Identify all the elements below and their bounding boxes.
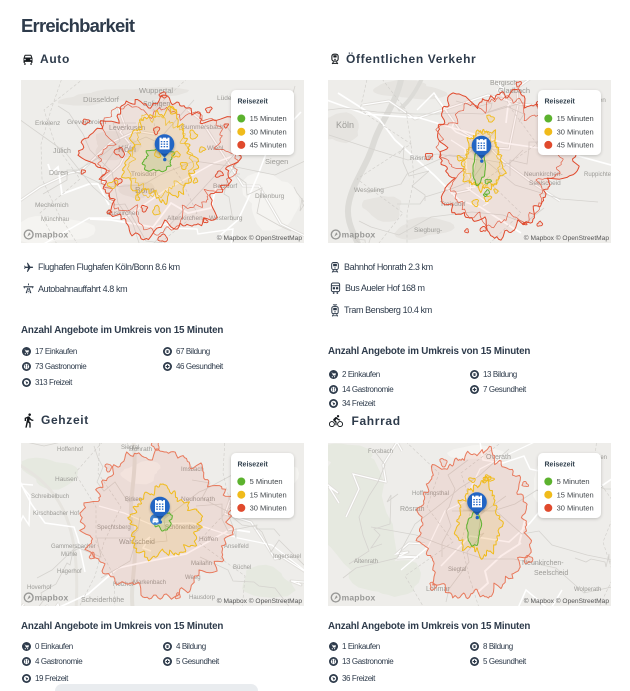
svg-text:5 Minuten: 5 Minuten xyxy=(250,477,283,486)
svg-text:Gammersbacher: Gammersbacher xyxy=(51,544,96,550)
svg-text:Anselfeld: Anselfeld xyxy=(224,544,249,550)
svg-text:Westerburg: Westerburg xyxy=(209,215,243,222)
svg-text:Düren: Düren xyxy=(49,170,68,177)
svg-text:Altenkirchen: Altenkirchen xyxy=(167,215,203,222)
svg-text:Kirschbacher Hof: Kirschbacher Hof xyxy=(33,511,79,517)
svg-text:© Mapbox © OpenStreetMap: © Mapbox © OpenStreetMap xyxy=(217,597,303,605)
svg-text:Seelscheid: Seelscheid xyxy=(534,570,568,577)
svg-text:5 Minuten: 5 Minuten xyxy=(557,477,590,486)
svg-text:Reisezeit: Reisezeit xyxy=(545,461,576,468)
svg-text:Erkelenz: Erkelenz xyxy=(35,120,60,127)
svg-text:Reisezeit: Reisezeit xyxy=(238,98,269,105)
svg-text:Köln: Köln xyxy=(118,144,136,154)
svg-text:Gladbach: Gladbach xyxy=(498,86,530,95)
svg-text:Holzhof: Holzhof xyxy=(113,582,134,588)
svg-text:Solingen: Solingen xyxy=(143,101,170,108)
svg-text:30 Minuten: 30 Minuten xyxy=(250,127,287,136)
svg-text:Troisdorf: Troisdorf xyxy=(131,171,157,178)
svg-text:Wolperath: Wolperath xyxy=(574,587,601,593)
svg-text:Spechtsberg: Spechtsberg xyxy=(97,525,131,531)
svg-text:Rösrath: Rösrath xyxy=(410,155,433,162)
svg-text:Büchel: Büchel xyxy=(233,565,251,571)
svg-text:Schreibelbuch: Schreibelbuch xyxy=(31,494,69,500)
svg-text:Neunkirchen-: Neunkirchen- xyxy=(522,560,564,567)
svg-text:Siegen: Siegen xyxy=(265,157,288,166)
svg-text:Bergisch: Bergisch xyxy=(490,80,517,87)
svg-text:Leverkusen: Leverkusen xyxy=(109,125,145,132)
svg-text:30 Minuten: 30 Minuten xyxy=(557,127,594,136)
svg-text:Mühle: Mühle xyxy=(61,552,78,558)
svg-text:Neunkirchen-: Neunkirchen- xyxy=(524,171,563,178)
svg-text:30 Minuten: 30 Minuten xyxy=(557,504,594,513)
svg-text:Honrath: Honrath xyxy=(129,446,153,453)
svg-text:Höffen: Höffen xyxy=(199,536,218,543)
svg-text:mapbox: mapbox xyxy=(35,593,69,603)
svg-text:15 Minuten: 15 Minuten xyxy=(557,490,594,499)
svg-text:Birken: Birken xyxy=(125,497,142,503)
svg-text:Forsbach: Forsbach xyxy=(368,449,393,455)
svg-text:Grevenbroich: Grevenbroich xyxy=(67,119,106,126)
svg-text:Hausen: Hausen xyxy=(55,476,78,483)
svg-text:Wiehl: Wiehl xyxy=(207,145,224,152)
svg-text:Scheiderhöhe: Scheiderhöhe xyxy=(81,597,124,604)
svg-text:Gummersbach: Gummersbach xyxy=(181,124,224,131)
svg-text:Jülich: Jülich xyxy=(53,148,71,155)
svg-text:Hagerhof: Hagerhof xyxy=(57,569,82,575)
svg-text:Siegburg-: Siegburg- xyxy=(414,227,442,234)
svg-text:© Mapbox © OpenStreetMap: © Mapbox © OpenStreetMap xyxy=(217,234,303,242)
svg-text:15 Minuten: 15 Minuten xyxy=(557,114,594,123)
svg-text:30 Minuten: 30 Minuten xyxy=(250,504,287,513)
svg-text:Ruppichteroth: Ruppichteroth xyxy=(584,172,611,178)
svg-text:Köln: Köln xyxy=(336,120,354,130)
svg-text:Siegtal: Siegtal xyxy=(121,445,139,451)
svg-text:Reisezeit: Reisezeit xyxy=(238,461,269,468)
svg-text:Euskirchen: Euskirchen xyxy=(107,210,140,217)
svg-text:© Mapbox © OpenStreetMap: © Mapbox © OpenStreetMap xyxy=(524,234,610,242)
svg-text:Altenrath: Altenrath xyxy=(354,559,378,565)
svg-text:Hoffnungsthal: Hoffnungsthal xyxy=(412,491,449,497)
svg-text:Wahlscheid: Wahlscheid xyxy=(119,539,155,546)
svg-text:Hoffenhof: Hoffenhof xyxy=(57,447,83,453)
svg-text:© Mapbox © OpenStreetMap: © Mapbox © OpenStreetMap xyxy=(524,597,610,605)
svg-text:Betzdorf: Betzdorf xyxy=(213,183,237,190)
svg-text:Neuhonrath: Neuhonrath xyxy=(181,496,215,503)
svg-text:Weeg: Weeg xyxy=(185,575,201,581)
svg-text:mapbox: mapbox xyxy=(35,230,69,240)
svg-text:Hoverhof: Hoverhof xyxy=(27,585,52,591)
svg-text:Münchhau: Münchhau xyxy=(41,217,69,223)
svg-text:Rösrath: Rösrath xyxy=(400,506,425,513)
svg-text:15 Minuten: 15 Minuten xyxy=(250,490,287,499)
svg-text:Dillenburg: Dillenburg xyxy=(255,193,285,200)
svg-text:Bonn: Bonn xyxy=(135,185,155,195)
svg-text:Ingersauel: Ingersauel xyxy=(273,554,301,560)
svg-text:Seelscheid: Seelscheid xyxy=(529,180,561,187)
svg-text:Schönenberg: Schönenberg xyxy=(165,525,201,531)
svg-text:Wesseling: Wesseling xyxy=(354,187,384,194)
svg-text:Wuppertal: Wuppertal xyxy=(139,86,173,95)
svg-text:Mailahn: Mailahn xyxy=(191,561,212,567)
svg-text:Hausdorp: Hausdorp xyxy=(189,595,216,601)
svg-text:mapbox: mapbox xyxy=(342,230,376,240)
svg-text:45 Minuten: 45 Minuten xyxy=(557,141,594,150)
svg-text:Reisezeit: Reisezeit xyxy=(545,98,576,105)
svg-text:Düsseldorf: Düsseldorf xyxy=(83,95,120,104)
svg-text:Lohmar: Lohmar xyxy=(426,586,450,593)
svg-text:15 Minuten: 15 Minuten xyxy=(250,114,287,123)
svg-text:mapbox: mapbox xyxy=(342,593,376,603)
svg-text:45 Minuten: 45 Minuten xyxy=(250,141,287,150)
svg-text:Mechernich: Mechernich xyxy=(35,202,69,209)
svg-text:Markenbach: Markenbach xyxy=(133,580,166,586)
svg-text:Imsbach: Imsbach xyxy=(181,467,204,473)
svg-text:Siegtal: Siegtal xyxy=(448,567,466,573)
svg-text:Overath: Overath xyxy=(486,454,511,461)
